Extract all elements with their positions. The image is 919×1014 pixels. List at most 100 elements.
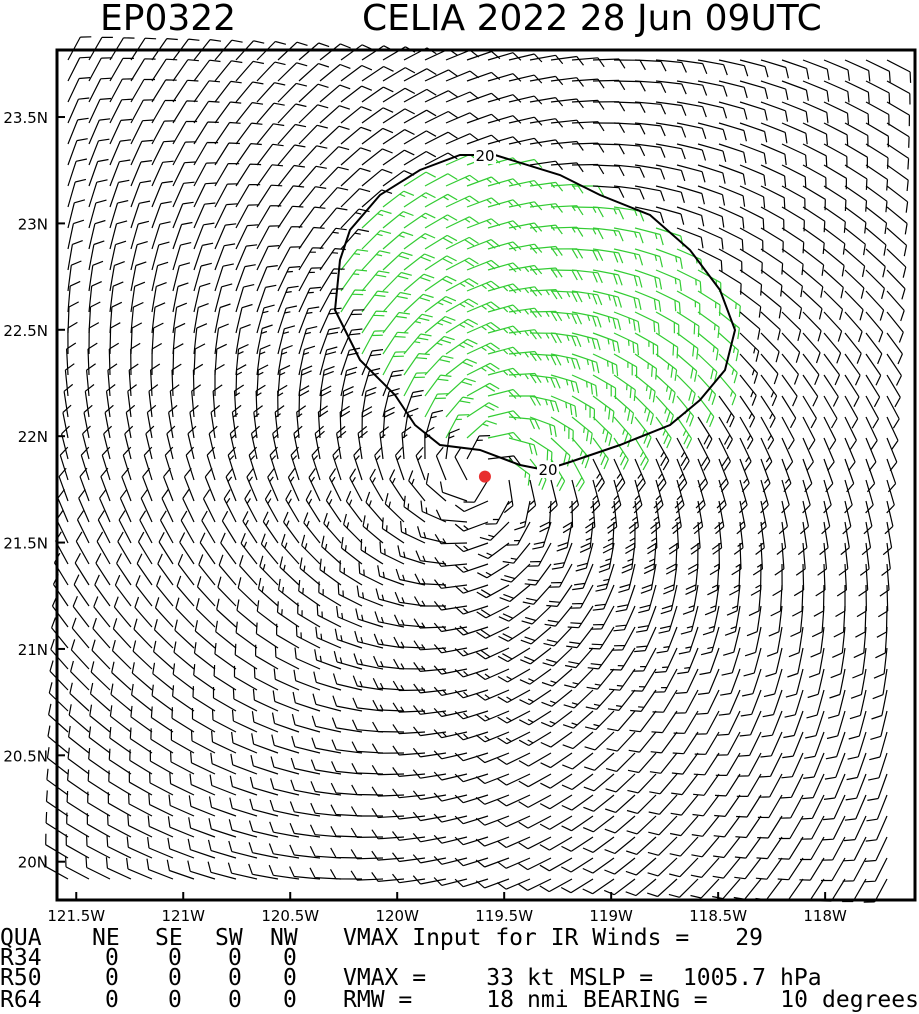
wind-barb	[125, 404, 136, 439]
wind-barb	[606, 500, 618, 534]
wind-barb	[634, 206, 665, 224]
wind-barb	[68, 704, 90, 733]
wind-barb	[187, 860, 216, 880]
wind-barb	[188, 817, 216, 838]
wind-barb	[704, 584, 720, 616]
wind-barb	[613, 185, 645, 200]
wind-barb	[352, 675, 384, 691]
wind-barb	[676, 80, 708, 96]
wind-barb	[193, 162, 218, 187]
wind-barb	[135, 575, 153, 607]
wind-barb	[454, 689, 489, 699]
wind-barb	[697, 143, 727, 162]
wind-barb	[372, 678, 405, 691]
wind-barb	[848, 710, 867, 740]
wind-barb	[147, 815, 174, 838]
wind-barb	[496, 857, 531, 869]
wind-barb	[389, 469, 405, 502]
wind-barb	[844, 227, 866, 256]
wind-barb	[503, 479, 514, 514]
wind-barb	[330, 826, 363, 838]
wind-barb	[886, 248, 907, 278]
wind-barb	[124, 425, 134, 460]
wind-barb	[718, 206, 745, 229]
wind-barb	[518, 773, 552, 788]
wind-barb	[718, 227, 744, 251]
wind-barb	[281, 533, 300, 565]
wind-barb	[844, 416, 857, 450]
wind-barb	[625, 878, 657, 897]
wind-barb	[433, 792, 468, 802]
wind-barb	[354, 630, 384, 649]
wind-barb	[151, 58, 178, 82]
wind-barb	[790, 605, 804, 638]
wind-barb	[154, 597, 174, 628]
wind-barb	[106, 835, 132, 859]
wind-barb	[235, 621, 258, 649]
wind-barb	[403, 130, 437, 145]
wind-barb	[454, 794, 489, 804]
wind-barb	[697, 185, 726, 206]
wind-barb	[128, 792, 153, 817]
wind-barb	[172, 79, 199, 103]
wind-barb	[629, 710, 657, 733]
wind-barb	[392, 831, 426, 841]
wind-barb	[886, 437, 898, 472]
wind-barb	[697, 122, 727, 141]
wind-barb	[298, 385, 310, 418]
wind-barb	[550, 55, 584, 66]
wind-barb	[151, 201, 172, 229]
wind-barb	[592, 353, 619, 376]
wind-barb	[48, 682, 69, 712]
wind-barb	[420, 500, 447, 523]
wind-barb	[524, 563, 552, 586]
wind-barb	[371, 807, 405, 819]
wind-barb	[151, 241, 170, 271]
wind-barb	[192, 363, 204, 397]
wind-barb	[256, 123, 285, 145]
wind-barb	[298, 104, 329, 124]
wind-barb	[295, 625, 321, 649]
wind-barb	[230, 753, 258, 775]
wind-barb	[256, 102, 285, 124]
wind-barb	[445, 153, 480, 166]
wind-barb	[865, 185, 888, 213]
wind-barb	[638, 584, 657, 614]
wind-barb	[487, 431, 522, 442]
wind-barb	[873, 647, 888, 679]
wind-barb	[109, 322, 121, 355]
wind-barb	[424, 152, 458, 166]
wind-barb	[235, 284, 255, 313]
wind-barb	[445, 338, 478, 355]
wind-barb	[497, 773, 531, 786]
info-label: VMAX Input for IR Winds =	[343, 925, 689, 951]
wind-barb	[739, 206, 765, 230]
wind-barb	[211, 708, 237, 733]
wind-barb	[151, 302, 166, 334]
wind-barb	[403, 171, 436, 187]
wind-barb	[592, 248, 624, 264]
wind-barb	[393, 636, 426, 649]
wind-barb	[561, 815, 594, 832]
wind-barb	[592, 269, 623, 286]
wind-barb	[842, 857, 867, 882]
wind-barb	[193, 664, 216, 691]
wind-barb	[598, 542, 615, 573]
wind-barb	[67, 769, 90, 796]
wind-barb	[274, 646, 300, 670]
wind-barb	[571, 248, 604, 262]
wind-barb	[760, 206, 785, 231]
wind-barb	[96, 531, 111, 565]
wind-barb	[256, 61, 286, 82]
wind-barb	[392, 745, 426, 756]
wind-barb	[311, 737, 342, 754]
wind-barb	[80, 446, 90, 481]
wind-barb	[739, 374, 757, 406]
wind-barb	[853, 626, 867, 659]
storm-center	[478, 470, 491, 483]
wind-barb	[707, 563, 720, 596]
label-bg	[474, 148, 496, 164]
wind-barb	[309, 846, 342, 859]
wind-barb	[529, 139, 564, 149]
wind-barb	[865, 164, 889, 191]
